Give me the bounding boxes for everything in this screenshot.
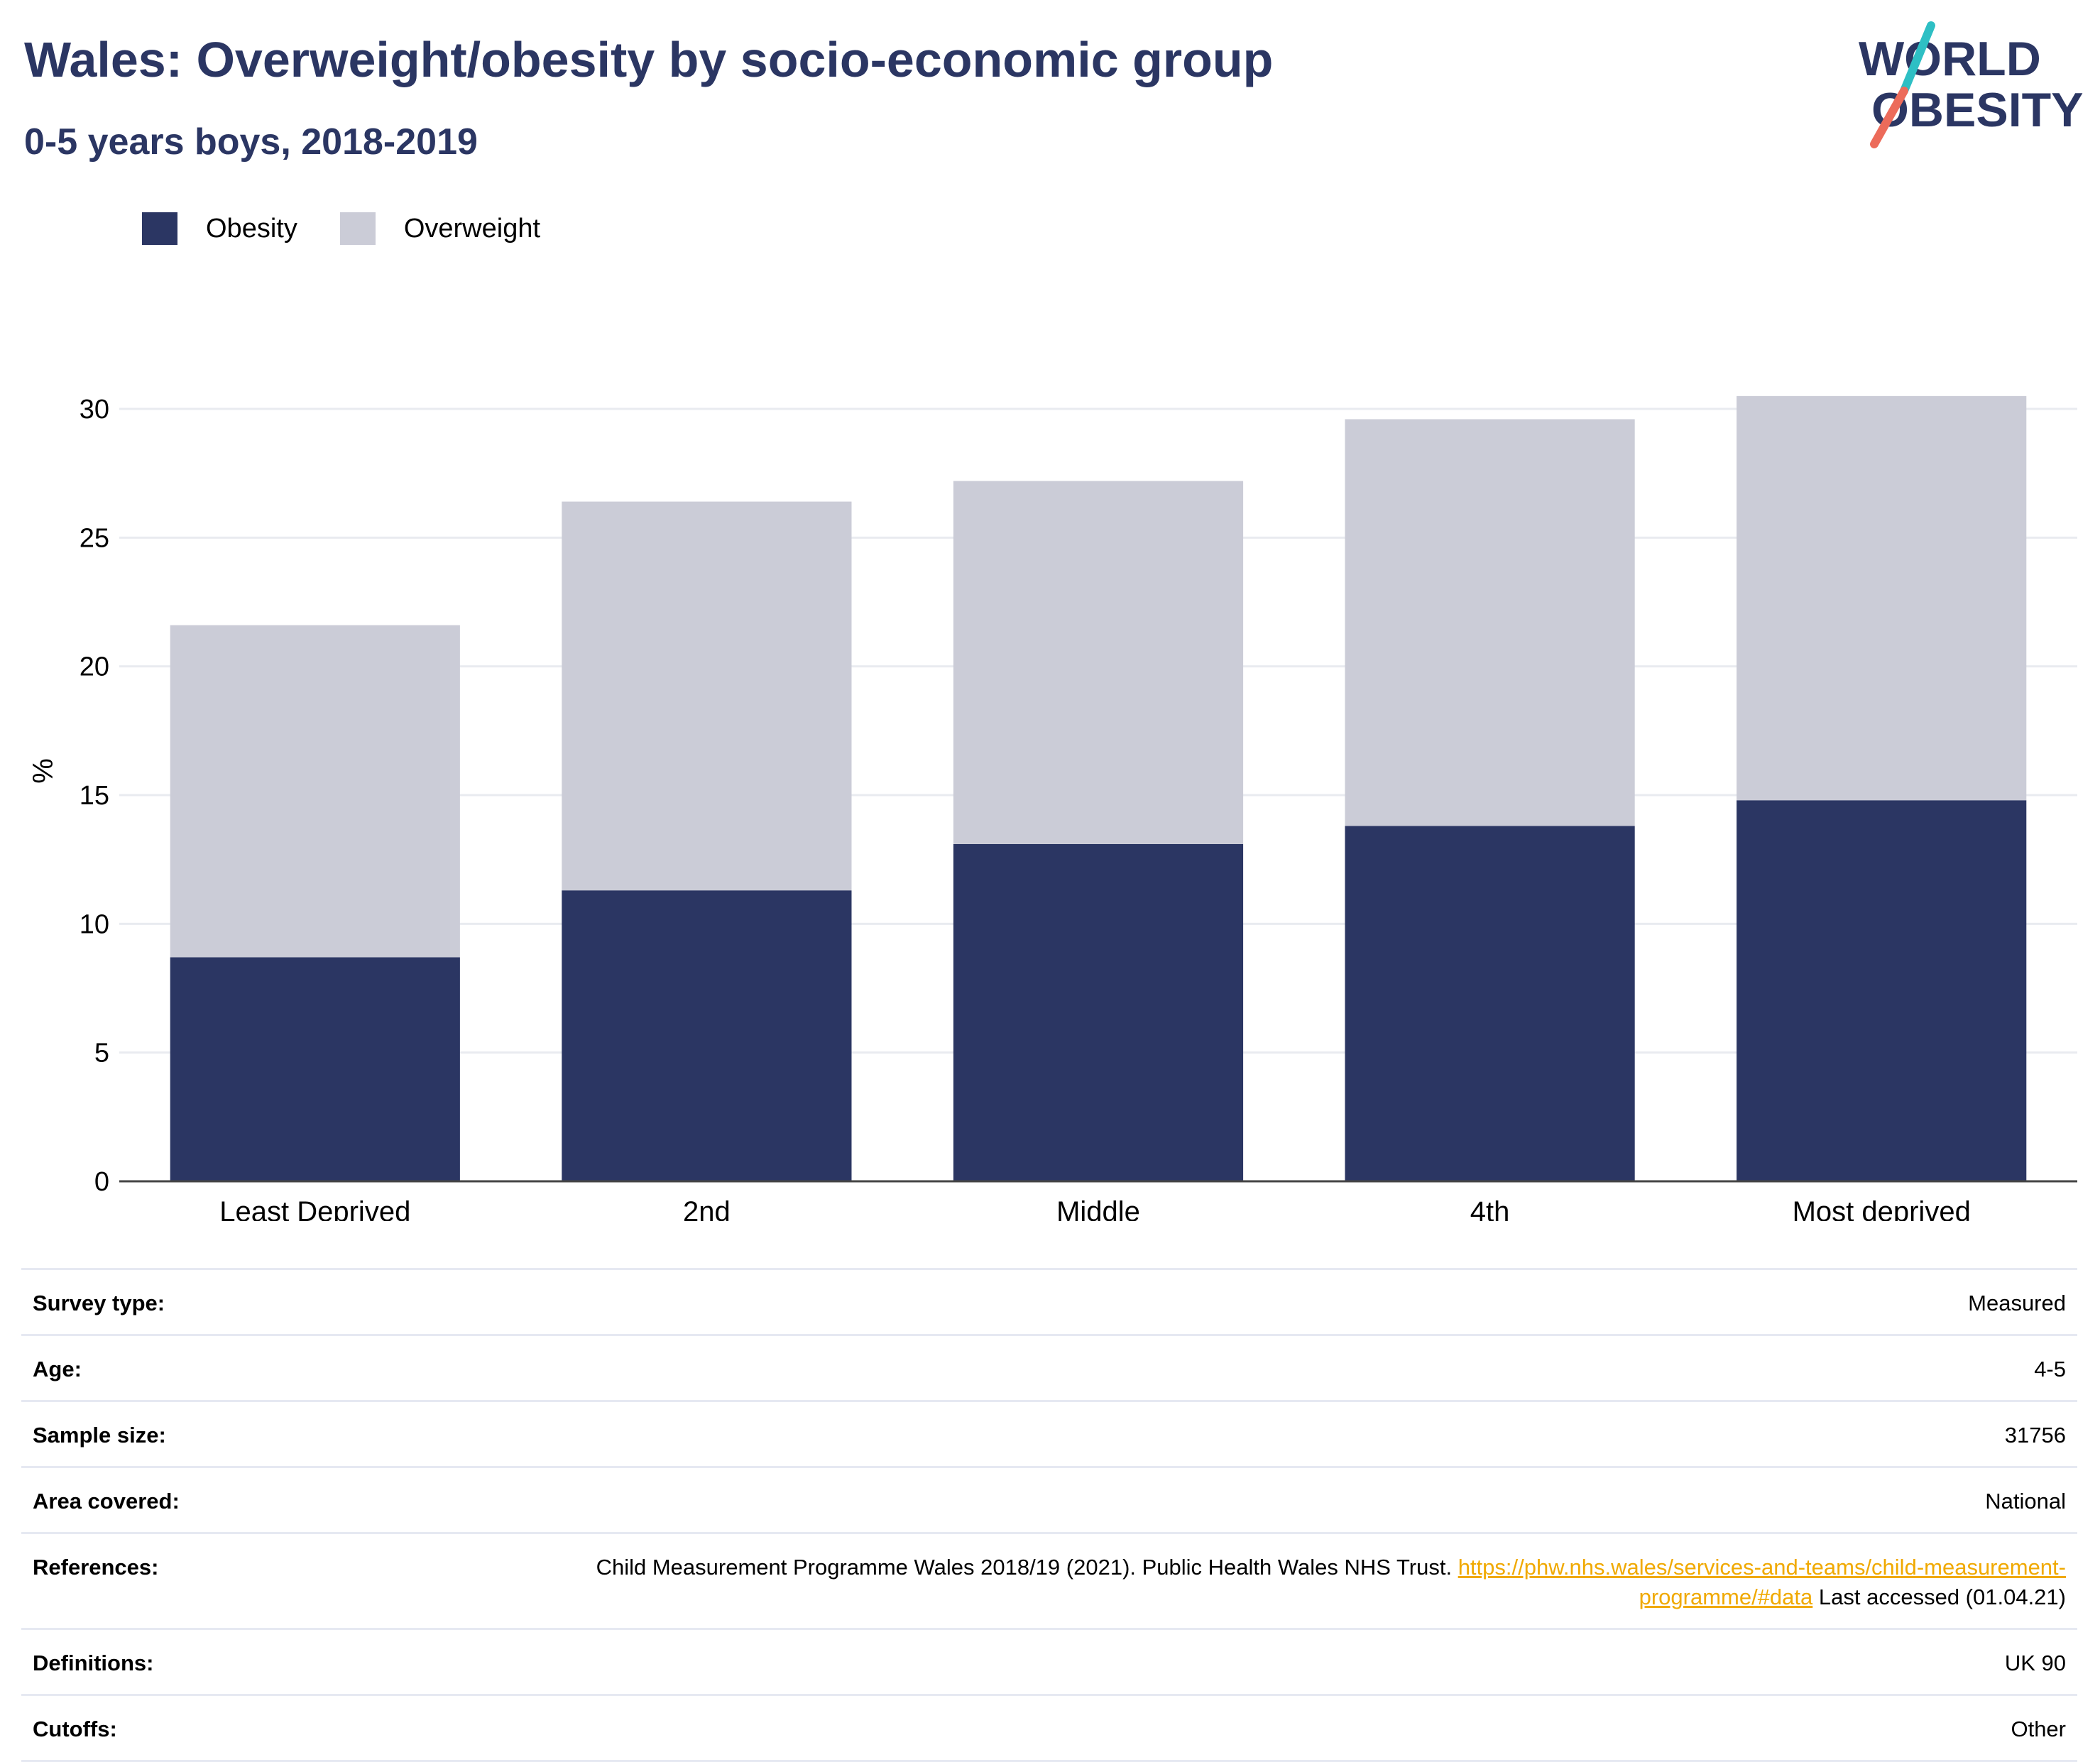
legend-swatch-overweight xyxy=(339,212,376,245)
bar-obesity xyxy=(170,957,460,1181)
y-tick-label: 5 xyxy=(94,1039,109,1068)
info-row-sample-size: Sample size: 31756 xyxy=(21,1402,2077,1468)
world-obesity-logo: WORLD OBESITY xyxy=(1859,21,2084,148)
bar-overweight xyxy=(953,481,1244,844)
info-value: Measured xyxy=(1968,1291,2066,1315)
info-value: UK 90 xyxy=(2004,1651,2066,1675)
y-tick-label: 30 xyxy=(80,395,109,425)
bar-obesity xyxy=(562,890,852,1181)
reference-text: Child Measurement Programme Wales 2018/1… xyxy=(596,1555,1453,1580)
y-axis-title: % xyxy=(28,758,59,784)
bar-obesity xyxy=(1737,800,2027,1181)
info-label: References: xyxy=(33,1555,159,1580)
chart-title: Wales: Overweight/obesity by socio-econo… xyxy=(24,32,1274,87)
info-value: 4-5 xyxy=(2034,1357,2066,1381)
logo-line-1: WORLD xyxy=(1859,32,2041,86)
info-row-references: References: Child Measurement Programme … xyxy=(21,1534,2077,1630)
reference-accessed: Last accessed (01.04.21) xyxy=(1818,1585,2066,1609)
y-tick-label: 15 xyxy=(80,781,109,811)
info-label: Sample size: xyxy=(33,1423,166,1448)
info-row-cutoffs: Cutoffs: Other xyxy=(21,1696,2077,1762)
bar-overweight xyxy=(170,625,460,958)
chart-legend: Obesity Overweight xyxy=(142,210,583,247)
x-tick-label: 2nd xyxy=(683,1196,731,1221)
x-tick-label: Least Deprived xyxy=(219,1196,410,1221)
bar-overweight xyxy=(562,501,852,891)
bar-obesity xyxy=(953,843,1244,1181)
legend-swatch-obesity xyxy=(142,212,177,245)
info-label: Cutoffs: xyxy=(33,1717,117,1741)
x-tick-label: Most deprived xyxy=(1793,1196,1971,1221)
info-row-age: Age: 4-5 xyxy=(21,1336,2077,1402)
chart-subtitle: 0-5 years boys, 2018-2019 xyxy=(24,121,478,163)
info-label: Area covered: xyxy=(33,1489,180,1514)
info-row-survey-type: Survey type: Measured xyxy=(21,1270,2077,1336)
y-tick-label: 20 xyxy=(80,652,109,682)
info-value: Other xyxy=(2011,1717,2066,1741)
logo-slash-coral xyxy=(1870,87,1908,148)
info-label: Age: xyxy=(33,1357,82,1381)
bar-obesity xyxy=(1345,826,1635,1181)
y-tick-label: 10 xyxy=(80,909,109,939)
bar-overweight xyxy=(1737,395,2027,801)
info-label: Survey type: xyxy=(33,1291,165,1315)
legend-label-obesity: Obesity xyxy=(206,213,297,243)
x-tick-label: 4th xyxy=(1470,1196,1510,1221)
x-tick-label: Middle xyxy=(1056,1196,1140,1221)
info-value: 31756 xyxy=(2004,1423,2066,1448)
info-value-references: Child Measurement Programme Wales 2018/1… xyxy=(433,1553,2066,1612)
info-value: National xyxy=(1985,1489,2066,1514)
bar-overweight xyxy=(1345,419,1635,826)
y-tick-label: 0 xyxy=(94,1167,109,1197)
legend-item-obesity[interactable]: Obesity xyxy=(142,212,297,245)
legend-label-overweight: Overweight xyxy=(403,213,541,243)
info-row-area-covered: Area covered: National xyxy=(21,1468,2077,1534)
legend-item-overweight[interactable]: Overweight xyxy=(339,212,541,245)
logo-slash-teal xyxy=(1900,21,1935,95)
bar-chart: 0 5 10 15 20 25 30% Least Deprived 2nd Middle 4th M… xyxy=(28,395,2077,1221)
info-table: Survey type: Measured Age: 4-5 Sample si… xyxy=(21,1268,2077,1762)
info-row-definitions: Definitions: UK 90 xyxy=(21,1630,2077,1696)
reference-link[interactable]: https://phw.nhs.wales/services-and-teams… xyxy=(1458,1555,2066,1609)
info-label: Definitions: xyxy=(33,1651,154,1675)
y-tick-label: 25 xyxy=(80,523,109,553)
